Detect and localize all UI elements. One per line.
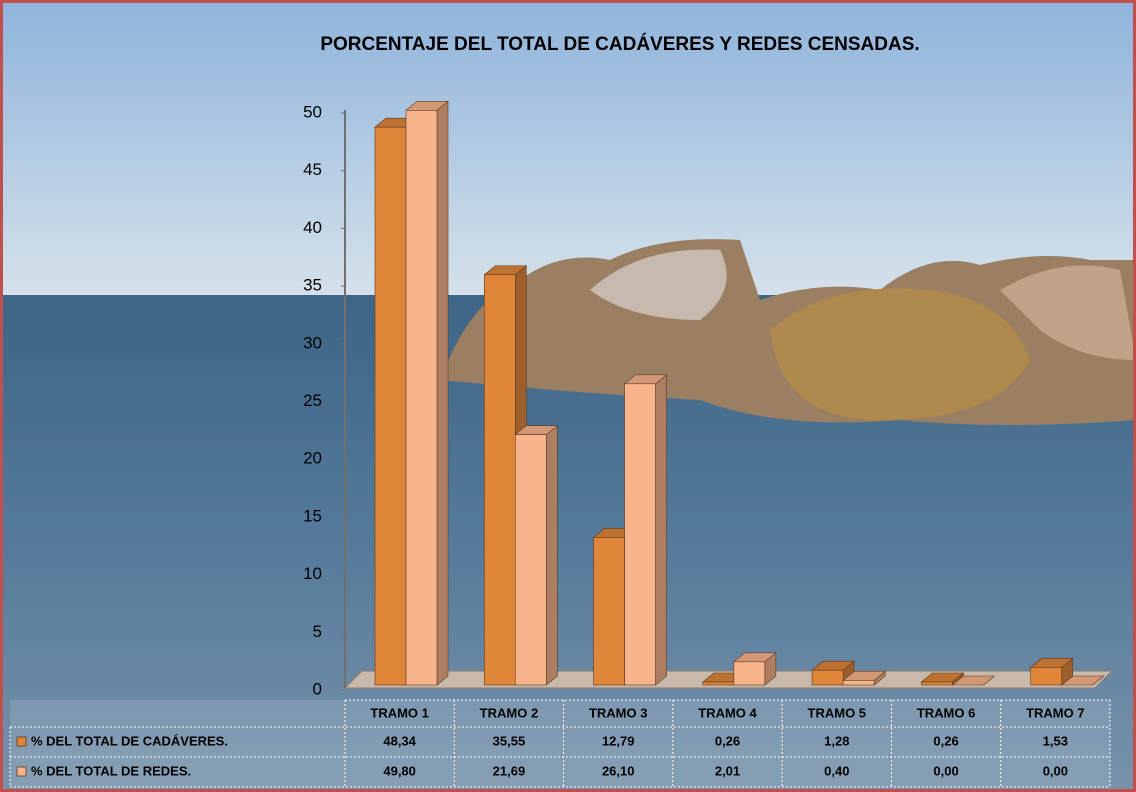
y-tick-label: 0 <box>313 679 322 698</box>
x-tick-label: TRAMO 7 <box>1026 705 1085 720</box>
table-value: 2,01 <box>715 763 740 778</box>
bar <box>921 682 952 685</box>
bar-side <box>656 375 667 685</box>
y-tick-label: 5 <box>313 622 322 641</box>
legend-key <box>17 767 26 776</box>
table-value: 0,26 <box>715 733 740 748</box>
bar <box>812 670 843 685</box>
y-tick-label: 35 <box>303 276 322 295</box>
chart: PORCENTAJE DEL TOTAL DE CADÁVERES Y REDE… <box>0 0 1136 792</box>
table-value: 0,40 <box>824 763 849 778</box>
legend-key <box>17 737 26 746</box>
legend-label: % DEL TOTAL DE REDES. <box>31 763 191 778</box>
y-tick-label: 50 <box>303 102 322 121</box>
bar <box>594 537 625 685</box>
table-value: 26,10 <box>602 763 635 778</box>
bar <box>484 275 515 685</box>
table-value: 48,34 <box>383 733 416 748</box>
bar <box>703 682 734 685</box>
bar <box>375 127 406 685</box>
x-tick-label: TRAMO 6 <box>917 705 976 720</box>
bar <box>734 662 765 685</box>
x-tick-label: TRAMO 1 <box>370 705 429 720</box>
table-value: 0,26 <box>933 733 958 748</box>
x-tick-label: TRAMO 5 <box>808 705 867 720</box>
table-value: 21,69 <box>493 763 526 778</box>
bar-side <box>437 101 448 685</box>
y-tick-label: 40 <box>303 218 322 237</box>
y-tick-label: 30 <box>303 333 322 352</box>
bar <box>625 384 656 685</box>
bar-side <box>546 426 557 685</box>
table-value: 0,00 <box>933 763 958 778</box>
data-table: TRAMO 1 48,34 49,80 TRAMO 2 35,55 21,69 TRAMO … <box>10 700 1110 787</box>
y-tick-label: 15 <box>303 506 322 525</box>
y-tick-label: 45 <box>303 160 322 179</box>
table-value: 0,00 <box>1043 763 1068 778</box>
table-value: 35,55 <box>493 733 526 748</box>
table-value: 1,28 <box>824 733 849 748</box>
table-value: 49,80 <box>383 763 416 778</box>
table-value: 1,53 <box>1043 733 1068 748</box>
table-value: 12,79 <box>602 733 635 748</box>
legend-label: % DEL TOTAL DE CADÁVERES. <box>31 733 228 748</box>
y-tick-label: 10 <box>303 564 322 583</box>
x-tick-label: TRAMO 4 <box>698 705 757 720</box>
bar <box>1031 667 1062 685</box>
bar <box>843 680 874 685</box>
bar <box>515 435 546 685</box>
chart-title: PORCENTAJE DEL TOTAL DE CADÁVERES Y REDE… <box>320 33 919 55</box>
x-tick-label: TRAMO 3 <box>589 705 648 720</box>
y-tick-label: 20 <box>303 449 322 468</box>
bar <box>406 110 437 685</box>
y-tick-label: 25 <box>303 391 322 410</box>
x-tick-label: TRAMO 2 <box>480 705 539 720</box>
